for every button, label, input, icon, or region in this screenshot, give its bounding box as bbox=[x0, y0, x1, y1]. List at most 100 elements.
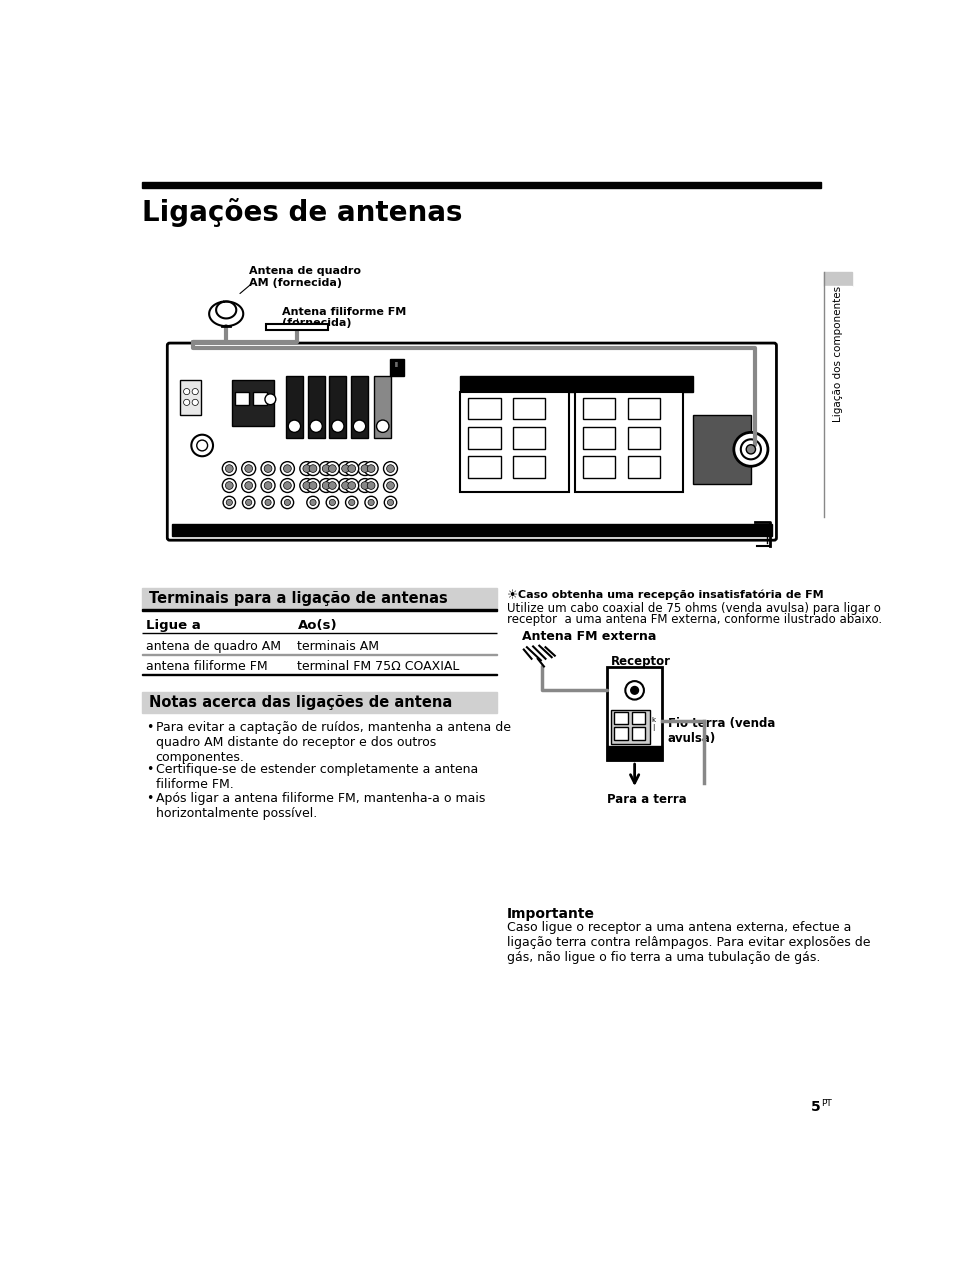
Circle shape bbox=[326, 497, 338, 508]
Circle shape bbox=[222, 461, 236, 475]
Text: +: + bbox=[537, 433, 544, 442]
Bar bbox=[468, 397, 500, 419]
Circle shape bbox=[245, 465, 253, 473]
Circle shape bbox=[376, 420, 389, 432]
Circle shape bbox=[328, 465, 335, 473]
Circle shape bbox=[345, 497, 357, 508]
Bar bbox=[627, 397, 659, 419]
Text: +: + bbox=[469, 462, 476, 471]
Bar bbox=[611, 710, 649, 744]
Circle shape bbox=[309, 465, 316, 473]
Circle shape bbox=[310, 499, 315, 506]
Bar bbox=[823, 273, 851, 287]
Circle shape bbox=[325, 479, 339, 493]
Text: +: + bbox=[628, 433, 635, 442]
Bar bbox=[390, 359, 403, 376]
Bar bbox=[513, 427, 545, 448]
Text: Ao(s): Ao(s) bbox=[297, 619, 336, 632]
Circle shape bbox=[386, 465, 394, 473]
Circle shape bbox=[745, 445, 755, 454]
Text: +: + bbox=[606, 433, 614, 442]
Circle shape bbox=[192, 399, 198, 405]
Circle shape bbox=[367, 482, 375, 489]
Circle shape bbox=[225, 465, 233, 473]
Circle shape bbox=[386, 482, 394, 489]
Circle shape bbox=[322, 465, 330, 473]
Bar bbox=[513, 397, 545, 419]
Circle shape bbox=[368, 499, 374, 506]
Text: +: + bbox=[492, 433, 498, 442]
Circle shape bbox=[624, 682, 643, 699]
Bar bbox=[607, 668, 661, 759]
Circle shape bbox=[288, 420, 300, 432]
Circle shape bbox=[353, 420, 365, 432]
Text: +: + bbox=[492, 462, 498, 471]
Circle shape bbox=[261, 461, 274, 475]
Text: +: + bbox=[606, 462, 614, 471]
Circle shape bbox=[299, 461, 314, 475]
Text: +: + bbox=[628, 404, 635, 413]
Circle shape bbox=[740, 440, 760, 460]
Text: ☀: ☀ bbox=[506, 590, 517, 603]
Circle shape bbox=[348, 482, 355, 489]
Circle shape bbox=[192, 389, 198, 395]
Text: Notas acerca das ligações de antena: Notas acerca das ligações de antena bbox=[149, 696, 452, 710]
Text: 5: 5 bbox=[810, 1099, 820, 1113]
Bar bbox=[459, 376, 692, 391]
Circle shape bbox=[264, 482, 272, 489]
Bar bbox=[692, 414, 750, 484]
Text: +: + bbox=[514, 462, 520, 471]
Circle shape bbox=[225, 482, 233, 489]
Bar bbox=[459, 391, 568, 492]
Bar bbox=[351, 376, 368, 438]
Circle shape bbox=[367, 465, 375, 473]
Circle shape bbox=[265, 499, 271, 506]
Bar bbox=[253, 391, 267, 405]
Circle shape bbox=[261, 479, 274, 493]
Circle shape bbox=[630, 687, 638, 694]
Circle shape bbox=[222, 479, 236, 493]
Circle shape bbox=[245, 482, 253, 489]
Circle shape bbox=[226, 499, 233, 506]
Circle shape bbox=[303, 465, 311, 473]
Bar bbox=[142, 692, 497, 713]
Circle shape bbox=[280, 461, 294, 475]
Circle shape bbox=[241, 479, 255, 493]
Text: +: + bbox=[652, 404, 659, 413]
Bar bbox=[179, 380, 201, 414]
Circle shape bbox=[319, 461, 333, 475]
Circle shape bbox=[284, 499, 291, 506]
Circle shape bbox=[341, 482, 349, 489]
Circle shape bbox=[364, 479, 377, 493]
Text: •: • bbox=[146, 792, 153, 805]
Circle shape bbox=[365, 497, 377, 508]
Circle shape bbox=[357, 479, 372, 493]
Circle shape bbox=[328, 482, 335, 489]
Circle shape bbox=[265, 394, 275, 405]
Bar bbox=[468, 427, 500, 448]
Text: +: + bbox=[583, 433, 590, 442]
Bar bbox=[142, 587, 497, 609]
Circle shape bbox=[283, 465, 291, 473]
Bar bbox=[823, 287, 851, 517]
Text: PT: PT bbox=[821, 1098, 831, 1107]
Text: +: + bbox=[652, 462, 659, 471]
Circle shape bbox=[338, 479, 353, 493]
Text: •: • bbox=[146, 763, 153, 776]
Circle shape bbox=[344, 479, 358, 493]
Circle shape bbox=[357, 461, 372, 475]
Circle shape bbox=[261, 497, 274, 508]
Circle shape bbox=[383, 479, 397, 493]
Text: terminal FM 75Ω COAXIAL: terminal FM 75Ω COAXIAL bbox=[297, 660, 459, 674]
Text: +: + bbox=[537, 462, 544, 471]
Circle shape bbox=[192, 434, 213, 456]
Bar bbox=[627, 427, 659, 448]
Bar bbox=[513, 456, 545, 478]
Text: +: + bbox=[469, 433, 476, 442]
Circle shape bbox=[733, 432, 767, 466]
Circle shape bbox=[348, 465, 355, 473]
Circle shape bbox=[310, 420, 322, 432]
Circle shape bbox=[348, 499, 355, 506]
Text: +: + bbox=[628, 462, 635, 471]
Bar bbox=[142, 182, 820, 189]
